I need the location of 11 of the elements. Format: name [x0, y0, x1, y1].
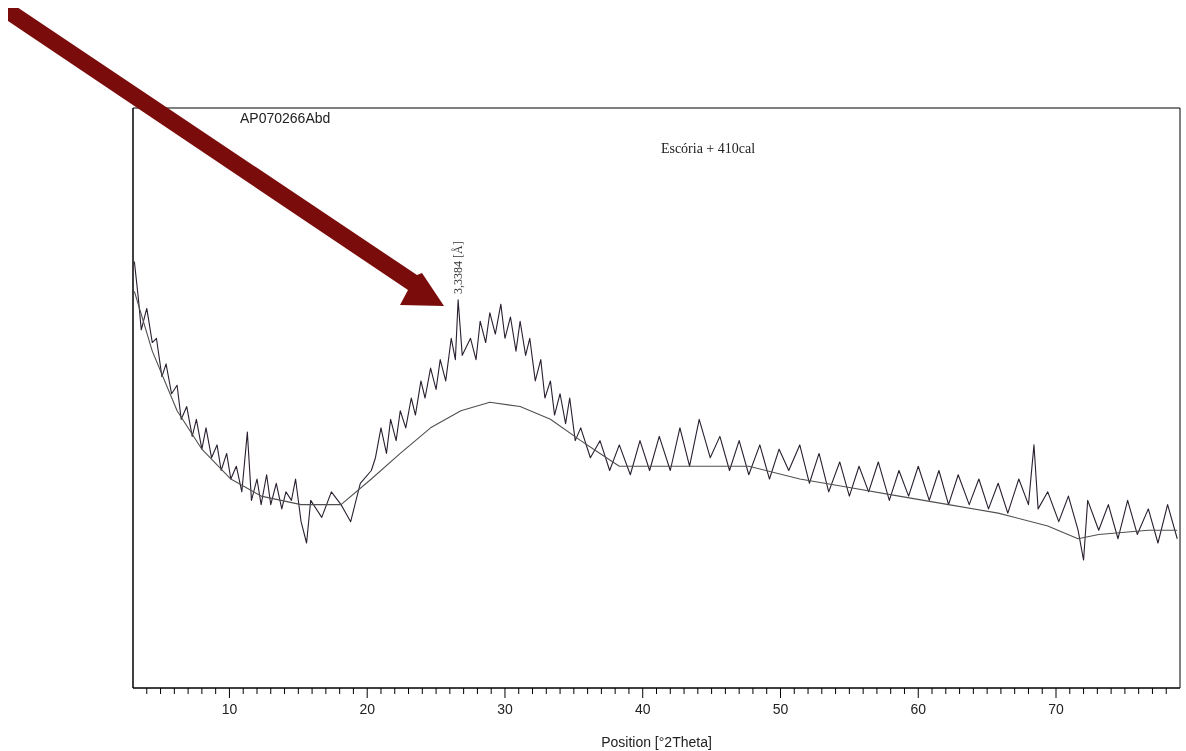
x-tick-label: 20: [359, 701, 376, 717]
x-tick-label: 40: [634, 701, 651, 717]
x-tick-label: 30: [497, 701, 513, 717]
x-tick-label: 50: [772, 701, 789, 717]
text: AP070266Abd: [240, 110, 331, 126]
x-tick-label: 60: [910, 701, 927, 717]
annotation: 3,3384 [Å]: [451, 241, 466, 294]
x-tick-label: 10: [221, 701, 238, 717]
x-tick-label: 70: [1048, 701, 1065, 717]
x-axis-title: Position [°2Theta]: [601, 734, 712, 750]
chart-title: Escória + 410cal: [659, 141, 757, 157]
